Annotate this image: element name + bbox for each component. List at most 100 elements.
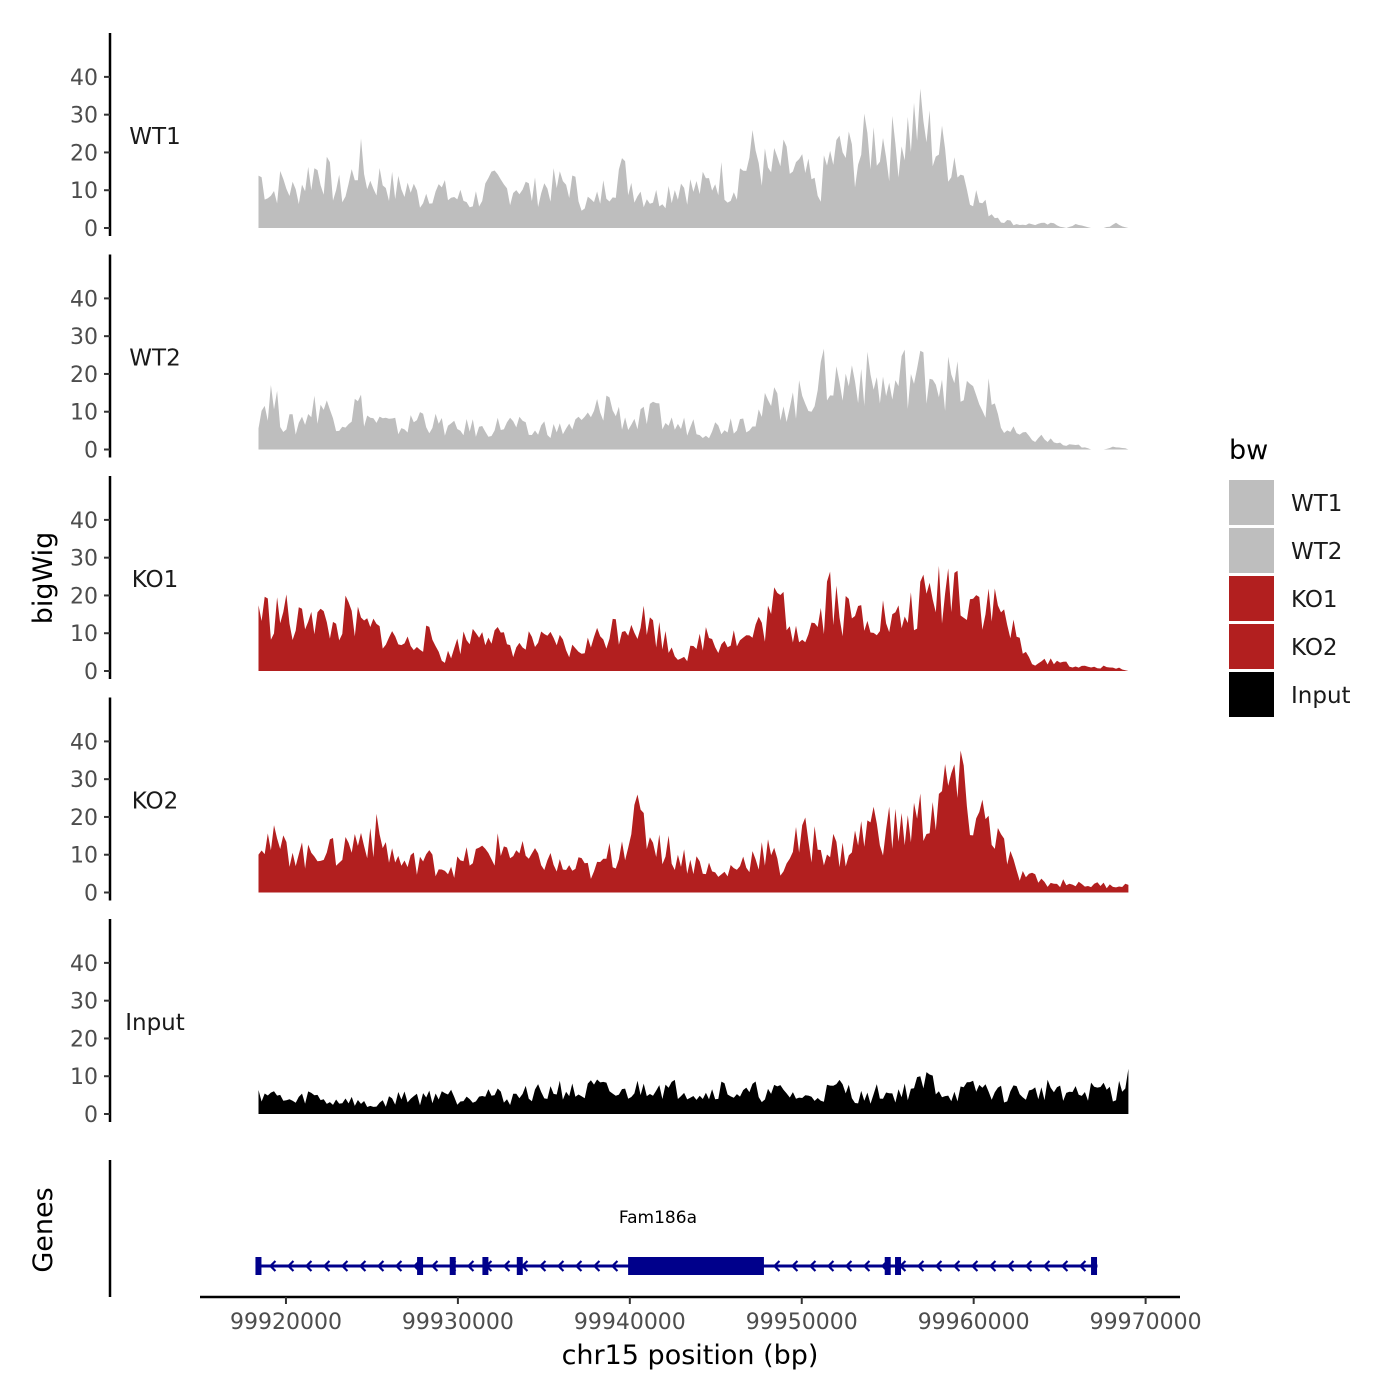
strand-arrow xyxy=(304,1260,313,1272)
legend-swatch xyxy=(1229,528,1274,573)
y-tick-label: 30 xyxy=(70,547,98,572)
strand-arrow xyxy=(1078,1260,1087,1272)
y-axis-title: bigWig xyxy=(28,532,59,625)
y-tick-label: 40 xyxy=(70,509,98,534)
strand-arrow xyxy=(358,1260,367,1272)
y-tick-label: 10 xyxy=(70,401,98,426)
gene-exon xyxy=(417,1257,424,1275)
track-label: KO1 xyxy=(132,567,179,593)
gene-exon xyxy=(884,1257,891,1275)
legend-swatch xyxy=(1229,624,1274,669)
y-tick-label: 20 xyxy=(70,141,98,166)
track-ko1: 0 10 20 30 40 KO1 xyxy=(70,476,1129,685)
y-tick-label: 30 xyxy=(70,104,98,129)
strand-arrow xyxy=(430,1260,439,1272)
y-tick-label: 40 xyxy=(70,66,98,91)
y-tick-label: 10 xyxy=(70,1065,98,1090)
y-tick-label: 0 xyxy=(84,217,98,242)
y-tick-label: 30 xyxy=(70,768,98,793)
track-label: Input xyxy=(125,1010,185,1036)
legend-swatch xyxy=(1229,576,1274,621)
strand-arrow xyxy=(952,1260,961,1272)
gene-exon xyxy=(1091,1257,1098,1275)
legend-label: KO2 xyxy=(1291,635,1338,661)
strand-arrow xyxy=(1024,1260,1033,1272)
strand-arrow xyxy=(592,1260,601,1272)
track-label: WT1 xyxy=(129,124,180,150)
legend-label: WT2 xyxy=(1291,539,1342,565)
strand-arrow xyxy=(322,1260,331,1272)
gene-exon xyxy=(255,1257,262,1275)
genes-axis-title: Genes xyxy=(28,1187,59,1272)
signal-area-wt1 xyxy=(258,88,1129,228)
y-tick-label: 0 xyxy=(84,439,98,464)
x-tick-label: 99970000 xyxy=(1090,1310,1202,1335)
strand-arrow xyxy=(1006,1260,1015,1272)
x-tick-label: 99950000 xyxy=(746,1310,858,1335)
track-wt1: 0 10 20 30 40 WT1 xyxy=(70,33,1129,242)
y-tick-label: 30 xyxy=(70,325,98,350)
track-input: 0 10 20 30 40 Input xyxy=(70,919,1129,1128)
signal-area-input xyxy=(258,1068,1129,1114)
legend-swatch xyxy=(1229,480,1274,525)
signal-area-ko2 xyxy=(258,750,1129,893)
y-tick-label: 10 xyxy=(70,844,98,869)
legend-label: KO1 xyxy=(1291,587,1338,613)
y-tick-label: 20 xyxy=(70,363,98,388)
x-tick-label: 99940000 xyxy=(574,1310,686,1335)
strand-arrow xyxy=(1042,1260,1051,1272)
signal-area-wt2 xyxy=(258,348,1129,450)
strand-arrow xyxy=(808,1260,817,1272)
gene-exon xyxy=(516,1257,523,1275)
strand-arrow xyxy=(574,1260,583,1272)
strand-arrow xyxy=(862,1260,871,1272)
gene-exon xyxy=(895,1257,902,1275)
gene-exon xyxy=(449,1257,456,1275)
y-tick-label: 20 xyxy=(70,806,98,831)
strand-arrow xyxy=(610,1260,619,1272)
strand-arrow xyxy=(1060,1260,1069,1272)
strand-arrow xyxy=(502,1260,511,1272)
strand-arrow xyxy=(268,1260,277,1272)
x-tick-label: 99930000 xyxy=(402,1310,514,1335)
y-tick-label: 20 xyxy=(70,1027,98,1052)
strand-arrow xyxy=(916,1260,925,1272)
strand-arrow xyxy=(826,1260,835,1272)
x-tick-label: 99920000 xyxy=(230,1310,342,1335)
strand-arrow xyxy=(340,1260,349,1272)
gene-track: Fam186a xyxy=(108,1160,1098,1297)
y-tick-label: 40 xyxy=(70,730,98,755)
strand-arrow xyxy=(790,1260,799,1272)
strand-arrow xyxy=(286,1260,295,1272)
gene-name: Fam186a xyxy=(619,1208,697,1228)
strand-arrow xyxy=(538,1260,547,1272)
gene-exon xyxy=(482,1257,489,1275)
legend-label: WT1 xyxy=(1291,491,1342,517)
strand-arrow xyxy=(988,1260,997,1272)
y-tick-label: 40 xyxy=(70,287,98,312)
legend-title: bw xyxy=(1229,435,1268,466)
y-tick-label: 40 xyxy=(70,952,98,977)
track-label: KO2 xyxy=(132,789,179,815)
strand-arrow xyxy=(934,1260,943,1272)
strand-arrow xyxy=(556,1260,565,1272)
x-axis-title: chr15 position (bp) xyxy=(562,1340,819,1371)
strand-arrow xyxy=(376,1260,385,1272)
y-tick-label: 0 xyxy=(84,660,98,685)
y-tick-label: 10 xyxy=(70,622,98,647)
gene-cds xyxy=(628,1257,764,1275)
legend: bw WT1 WT2 KO1 KO2 Input xyxy=(1229,435,1351,717)
track-label: WT2 xyxy=(129,346,180,372)
y-tick-label: 0 xyxy=(84,1103,98,1128)
signal-tracks: 0 10 20 30 40 WT1 0 10 20 30 40 WT2 0 10 20 30 40 KO1 0 10 2… xyxy=(70,33,1129,1128)
x-tick-label: 99960000 xyxy=(918,1310,1030,1335)
y-tick-label: 30 xyxy=(70,990,98,1015)
strand-arrow xyxy=(466,1260,475,1272)
signal-area-ko1 xyxy=(258,565,1129,671)
legend-swatch xyxy=(1229,672,1274,717)
y-tick-label: 10 xyxy=(70,179,98,204)
strand-arrow xyxy=(844,1260,853,1272)
y-tick-label: 20 xyxy=(70,584,98,609)
track-wt2: 0 10 20 30 40 WT2 xyxy=(70,254,1129,464)
